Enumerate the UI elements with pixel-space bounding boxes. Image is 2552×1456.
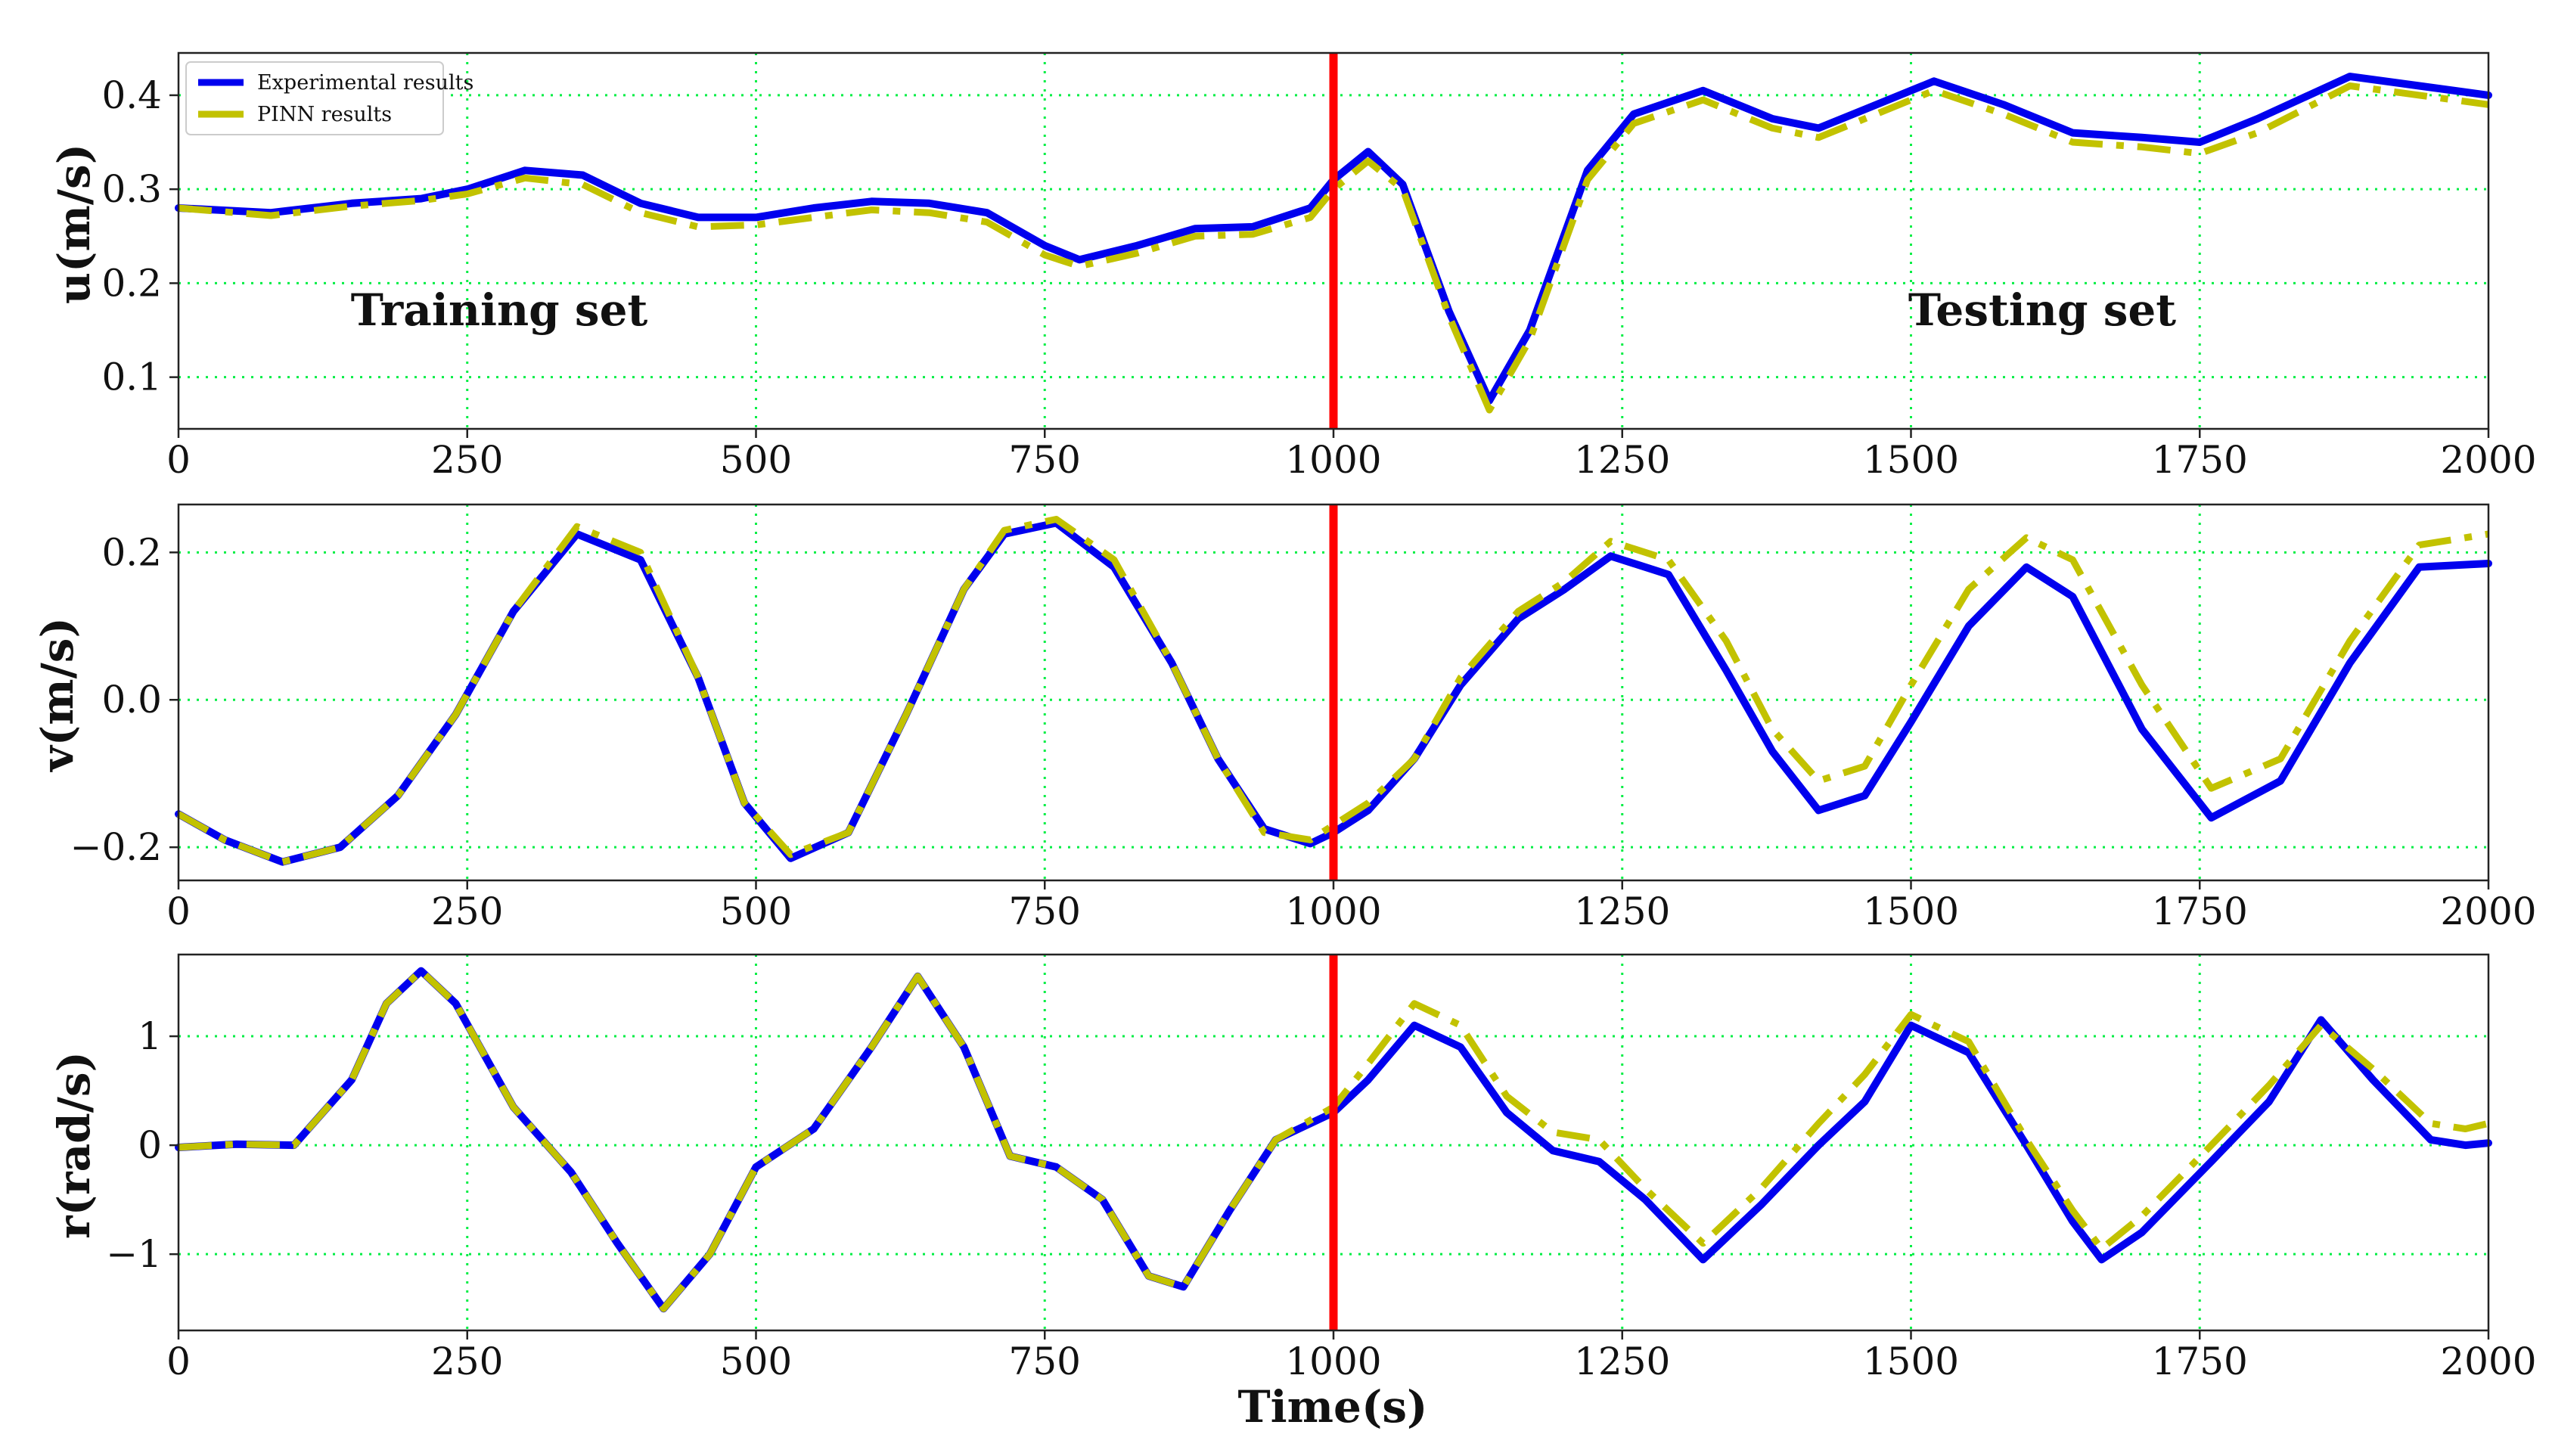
y-tick-label-r-0: −1 — [106, 1232, 162, 1276]
y-tick-label-u-1: 0.2 — [101, 261, 162, 305]
x-axis-label: Time(s) — [1237, 1381, 1427, 1433]
series-line-v-experimental — [175, 519, 2492, 866]
y-axis-label-v: v(m/s) — [32, 617, 83, 773]
y-tick-label-v-1: 0.0 — [101, 678, 162, 722]
x-tick-label-v-1500: 1500 — [1863, 889, 1959, 933]
y-tick-label-r-1: 0 — [138, 1123, 162, 1167]
x-tick-label-v-250: 250 — [431, 889, 503, 933]
x-tick-label-v-2000: 2000 — [2440, 889, 2536, 933]
x-tick-label-u-0: 0 — [166, 438, 191, 482]
y-tick-label-v-2: 0.2 — [101, 530, 162, 574]
x-ticks-r: 0 250 500 750 1000 1250 1500 1750 2000 — [166, 1330, 2537, 1383]
annotation-testing-set: Testing set — [1908, 284, 2176, 336]
x-ticks-u: 0 250 500 750 1000 1250 1500 1750 2000 — [166, 429, 2537, 482]
x-tick-label-u-1750: 1750 — [2152, 438, 2248, 482]
x-tick-label-r-1750: 1750 — [2152, 1340, 2248, 1383]
y-tick-label-v-0: −0.2 — [70, 825, 162, 869]
y-axis-label-u: u(m/s) — [48, 144, 100, 304]
x-tick-label-u-1500: 1500 — [1863, 438, 1959, 482]
y-tick-label-u-0: 0.1 — [101, 355, 162, 399]
y-tick-label-u-3: 0.4 — [101, 73, 162, 117]
x-tick-label-r-1500: 1500 — [1863, 1340, 1959, 1383]
x-tick-label-u-250: 250 — [431, 438, 503, 482]
x-tick-label-u-1250: 1250 — [1574, 438, 1670, 482]
x-ticks-v: 0 250 500 750 1000 1250 1500 1750 2000 — [166, 880, 2537, 933]
x-tick-label-r-500: 500 — [720, 1340, 792, 1383]
x-tick-label-r-250: 250 — [431, 1340, 503, 1383]
x-tick-label-v-500: 500 — [720, 889, 792, 933]
x-tick-label-v-0: 0 — [166, 889, 191, 933]
panel-u: 0 250 500 750 1000 1250 1500 1750 2000 0.1 0.2 0.3… — [48, 51, 2537, 482]
x-tick-label-u-500: 500 — [720, 438, 792, 482]
annotation-training-set: Training set — [351, 284, 648, 336]
series-line-u-pinn — [178, 82, 2489, 414]
series-line-v-pinn — [176, 516, 2489, 866]
x-tick-label-u-750: 750 — [1009, 438, 1081, 482]
y-ticks-r: −1 0 1 — [106, 1014, 179, 1276]
x-tick-label-u-2000: 2000 — [2440, 438, 2536, 482]
x-tick-label-v-1250: 1250 — [1574, 889, 1670, 933]
x-tick-label-r-1250: 1250 — [1574, 1340, 1670, 1383]
legend-label-pinn: PINN results — [257, 103, 392, 126]
lines-v — [175, 516, 2492, 866]
x-tick-label-r-2000: 2000 — [2440, 1340, 2536, 1383]
panel-v: 0 250 500 750 1000 1250 1500 1750 2000 −0.2 0.0 0.… — [32, 503, 2537, 933]
x-tick-label-u-1000: 1000 — [1285, 438, 1381, 482]
legend: Experimental results PINN results — [185, 61, 473, 135]
y-axis-label-r: r(rad/s) — [48, 1051, 100, 1239]
x-tick-label-v-750: 750 — [1009, 889, 1081, 933]
x-tick-label-r-0: 0 — [166, 1340, 191, 1383]
x-tick-label-v-1000: 1000 — [1285, 889, 1381, 933]
y-tick-label-u-2: 0.3 — [101, 167, 162, 211]
y-ticks-v: −0.2 0.0 0.2 — [70, 530, 179, 869]
legend-label-experimental: Experimental results — [257, 71, 473, 95]
legend-box — [185, 61, 444, 135]
x-tick-label-r-750: 750 — [1009, 1340, 1081, 1383]
x-tick-label-v-1750: 1750 — [2152, 889, 2248, 933]
panel-r: 0 250 500 750 1000 1250 1500 1750 2000 −1 0 1 r(ra… — [48, 953, 2537, 1383]
y-ticks-u: 0.1 0.2 0.3 0.4 — [101, 73, 179, 399]
y-tick-label-r-2: 1 — [138, 1014, 162, 1058]
x-tick-label-r-1000: 1000 — [1285, 1340, 1381, 1383]
